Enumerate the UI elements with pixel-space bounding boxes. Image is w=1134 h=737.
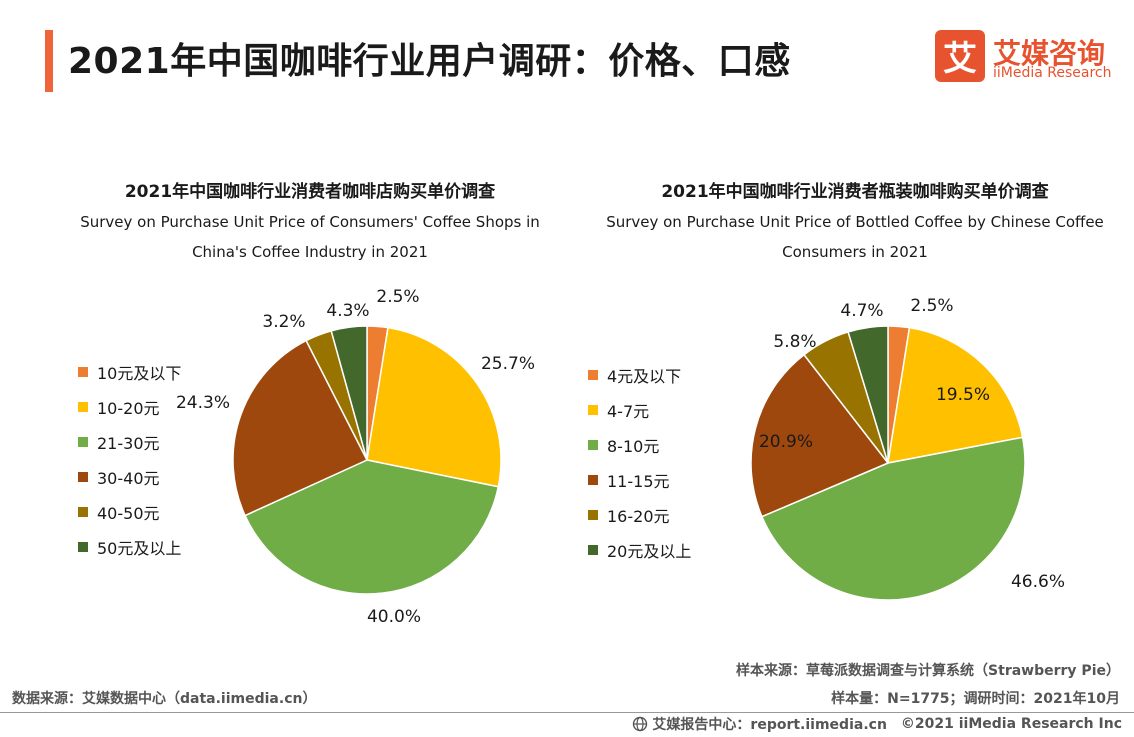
logo-mark: 艾 — [935, 30, 985, 82]
data-source-left: 数据来源：艾媒数据中心（data.iimedia.cn） — [12, 691, 317, 707]
chart2-slice-2 — [887, 326, 1024, 464]
title-accent-bar — [45, 30, 53, 92]
legend-label: 30-40元 — [97, 468, 160, 488]
page-title: 2021年中国咖啡行业用户调研：价格、口感 — [68, 41, 791, 82]
chart1-slice-2 — [366, 326, 502, 488]
legend-swatch — [78, 366, 88, 377]
legend-swatch — [78, 471, 88, 482]
legend-swatch — [78, 541, 88, 552]
chart2-data-label-4: 20.9% — [759, 432, 813, 452]
chart2-data-label-2: 19.5% — [936, 385, 990, 405]
chart1-slice-4 — [232, 339, 369, 517]
iimedia-logo: 艾 艾媒咨询 iiMedia Research — [935, 30, 1125, 86]
legend-label: 4元及以下 — [607, 366, 682, 386]
chart2-slice-3 — [760, 436, 1026, 601]
legend-label: 40-50元 — [97, 503, 160, 523]
chart1-data-label-1: 2.5% — [376, 287, 419, 307]
legend-swatch — [588, 404, 598, 415]
chart1-legend-item: 50元及以上 — [78, 529, 181, 564]
legend-swatch — [588, 509, 598, 520]
sample-source: 样本来源：草莓派数据调查与计算系统（Strawberry Pie） — [736, 663, 1120, 679]
legend-swatch — [588, 439, 598, 450]
chart1-slice-6 — [330, 325, 368, 461]
logo-name-zh: 艾媒咨询 — [993, 37, 1106, 70]
chart2-legend-item: 16-20元 — [588, 497, 691, 532]
chart1-legend: 10元及以下 10-20元 21-30元 30-40元 40-50元 50元及以… — [78, 354, 181, 564]
sample-info: 样本量：N=1775；调研时间：2021年10月 — [831, 691, 1120, 707]
copyright: ©2021 iiMedia Research Inc — [900, 716, 1122, 732]
legend-swatch — [588, 474, 598, 485]
logo-name-en: iiMedia Research — [993, 65, 1112, 81]
chart2-slice-4 — [750, 353, 890, 518]
chart1-title: 2021年中国咖啡行业消费者咖啡店购买单价调查 — [124, 182, 496, 202]
chart1-subtitle: Survey on Purchase Unit Price of Consume… — [80, 213, 540, 261]
chart2-title: 2021年中国咖啡行业消费者瓶装咖啡购买单价调查 — [661, 182, 1049, 202]
chart2-data-label-6: 4.7% — [840, 301, 883, 321]
chart1-legend-item: 40-50元 — [78, 494, 181, 529]
chart1-data-label-6: 4.3% — [326, 301, 369, 321]
legend-swatch — [588, 369, 598, 380]
chart2-subtitle: Survey on Purchase Unit Price of Bottled… — [606, 213, 1104, 261]
legend-label: 11-15元 — [607, 471, 670, 491]
chart2-data-label-3: 46.6% — [1011, 572, 1065, 592]
logo-mark-glyph: 艾 — [943, 39, 977, 79]
legend-label: 10-20元 — [97, 398, 160, 418]
logo-mark-icon: 艾 — [943, 39, 977, 79]
globe-icon — [633, 716, 648, 732]
legend-label: 20元及以上 — [607, 541, 692, 561]
legend-label: 16-20元 — [607, 506, 670, 526]
chart2-legend-item: 8-10元 — [588, 427, 691, 462]
legend-label: 21-30元 — [97, 433, 160, 453]
chart2-legend: 4元及以下 4-7元 8-10元 11-15元 16-20元 20元及以上 — [588, 357, 691, 567]
legend-label: 10元及以下 — [97, 363, 182, 383]
chart2-data-label-1: 2.5% — [910, 296, 953, 316]
chart2-slice-6 — [847, 325, 889, 464]
chart1-data-label-4: 24.3% — [176, 393, 230, 413]
legend-swatch — [78, 436, 88, 447]
footer-bottom: 艾媒报告中心：report.iimedia.cn ©2021 iiMedia R… — [632, 714, 1122, 734]
legend-label: 8-10元 — [607, 436, 660, 456]
chart2-legend-item: 4-7元 — [588, 392, 691, 427]
report-center: 艾媒报告中心：report.iimedia.cn — [652, 717, 887, 733]
chart1-legend-item: 30-40元 — [78, 459, 181, 494]
chart2-legend-item: 11-15元 — [588, 462, 691, 497]
chart2-data-label-5: 5.8% — [773, 332, 816, 352]
chart2-legend-item: 20元及以上 — [588, 532, 691, 567]
chart1-slice-3 — [244, 459, 500, 595]
legend-swatch — [588, 544, 598, 555]
footer-divider — [0, 712, 1134, 713]
chart2-legend-item: 4元及以下 — [588, 357, 691, 392]
chart1-legend-item: 10元及以下 — [78, 354, 181, 389]
chart1-data-label-3: 40.0% — [367, 607, 421, 627]
legend-swatch — [78, 401, 88, 412]
legend-label: 50元及以上 — [97, 538, 182, 558]
chart1-data-label-5: 3.2% — [262, 312, 305, 332]
legend-swatch — [78, 506, 88, 517]
chart1-data-label-2: 25.7% — [481, 354, 535, 374]
chart1-legend-item: 21-30元 — [78, 424, 181, 459]
legend-label: 4-7元 — [607, 401, 650, 421]
chart1-legend-item: 10-20元 — [78, 389, 181, 424]
